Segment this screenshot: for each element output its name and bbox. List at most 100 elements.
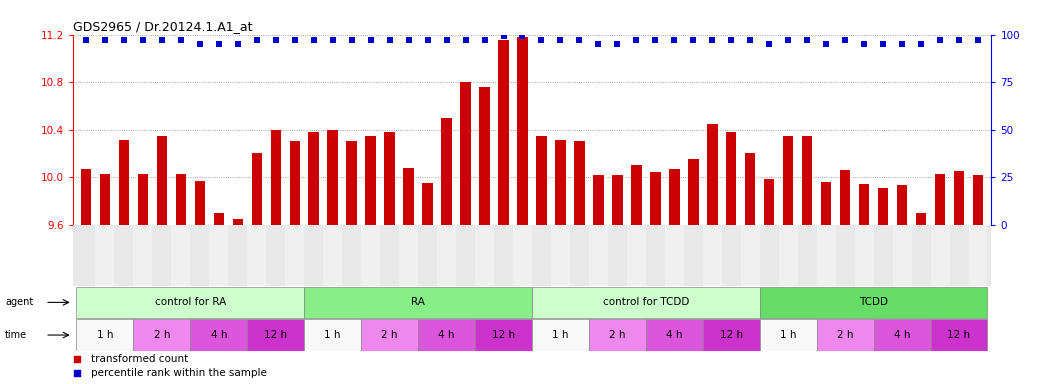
Bar	[874, 319, 930, 351]
Bar	[950, 225, 968, 286]
Text: percentile rank within the sample: percentile rank within the sample	[91, 368, 267, 378]
Bar	[247, 319, 304, 351]
Bar	[555, 140, 566, 225]
Text: 4 h: 4 h	[894, 330, 910, 340]
Point	[325, 37, 342, 43]
Point	[704, 37, 720, 43]
Point	[875, 41, 892, 47]
Bar	[210, 225, 228, 286]
Point	[780, 37, 796, 43]
Bar	[574, 141, 584, 225]
Bar	[589, 225, 608, 286]
Bar	[494, 225, 513, 286]
Bar	[228, 225, 247, 286]
Bar	[589, 319, 646, 351]
Point	[552, 37, 569, 43]
Point	[722, 37, 739, 43]
Bar	[480, 87, 490, 225]
Bar	[247, 225, 267, 286]
Bar	[593, 175, 604, 225]
Bar	[531, 287, 760, 318]
Point	[401, 37, 417, 43]
Bar	[551, 225, 570, 286]
Text: 2 h: 2 h	[381, 330, 398, 340]
Bar	[570, 225, 589, 286]
Text: 1 h: 1 h	[552, 330, 569, 340]
Bar	[304, 287, 532, 318]
Point	[172, 37, 189, 43]
Point	[438, 37, 455, 43]
Point	[855, 41, 872, 47]
Bar	[684, 225, 703, 286]
Bar	[498, 40, 509, 225]
Bar	[893, 225, 911, 286]
Point	[286, 37, 303, 43]
Point	[818, 41, 835, 47]
Bar	[267, 225, 285, 286]
Bar	[251, 153, 262, 225]
Point	[115, 37, 132, 43]
Bar	[100, 174, 110, 225]
Text: 2 h: 2 h	[609, 330, 626, 340]
Text: transformed count: transformed count	[91, 354, 188, 364]
Bar	[441, 118, 452, 225]
Bar	[114, 225, 134, 286]
Bar	[930, 319, 987, 351]
Point	[685, 37, 702, 43]
Bar	[214, 213, 224, 225]
Bar	[285, 225, 304, 286]
Bar	[612, 175, 623, 225]
Bar	[911, 225, 930, 286]
Point	[78, 37, 94, 43]
Bar	[475, 225, 494, 286]
Bar	[646, 319, 703, 351]
Point	[458, 37, 474, 43]
Bar	[854, 225, 874, 286]
Bar	[118, 140, 129, 225]
Text: control for RA: control for RA	[155, 297, 226, 308]
Bar	[365, 136, 376, 225]
Bar	[138, 174, 148, 225]
Point	[229, 41, 246, 47]
Point	[362, 37, 379, 43]
Bar	[778, 225, 797, 286]
Point	[647, 37, 663, 43]
Bar	[650, 172, 660, 225]
Point	[628, 37, 645, 43]
Point	[69, 370, 85, 376]
Bar	[707, 124, 717, 225]
Text: TCDD: TCDD	[859, 297, 889, 308]
Bar	[954, 171, 964, 225]
Bar	[802, 136, 813, 225]
Bar	[157, 136, 167, 225]
Bar	[460, 82, 471, 225]
Text: 4 h: 4 h	[211, 330, 227, 340]
Point	[969, 37, 986, 43]
Bar	[631, 165, 641, 225]
Point	[211, 41, 227, 47]
Point	[154, 37, 170, 43]
Bar	[897, 185, 907, 225]
Bar	[327, 130, 338, 225]
Text: 1 h: 1 h	[780, 330, 796, 340]
Bar	[760, 319, 817, 351]
Point	[514, 33, 530, 40]
Bar	[404, 168, 414, 225]
Point	[609, 41, 626, 47]
Bar	[422, 183, 433, 225]
Bar	[745, 153, 756, 225]
Bar	[664, 225, 684, 286]
Point	[248, 37, 265, 43]
Bar	[418, 319, 475, 351]
Bar	[874, 225, 893, 286]
Bar	[437, 225, 456, 286]
Bar	[171, 225, 190, 286]
Point	[192, 41, 209, 47]
Bar	[703, 319, 760, 351]
Text: control for TCDD: control for TCDD	[603, 297, 689, 308]
Bar	[347, 141, 357, 225]
Bar	[77, 319, 134, 351]
Point	[590, 41, 606, 47]
Bar	[190, 319, 247, 351]
Text: RA: RA	[411, 297, 425, 308]
